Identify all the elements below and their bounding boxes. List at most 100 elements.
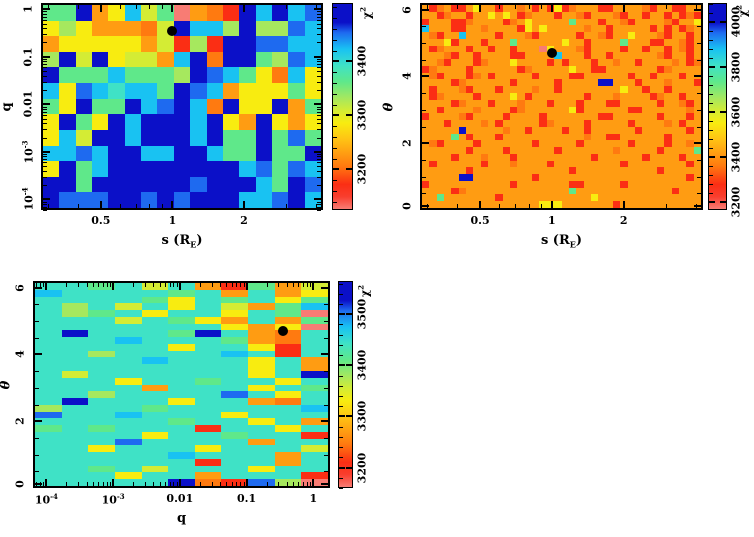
- y-axis-minor-tick: [43, 71, 47, 73]
- heatmap-cell: [678, 180, 687, 188]
- heatmap-cell: [664, 113, 672, 121]
- heatmap-cell: [598, 52, 606, 60]
- heatmap-cell: [649, 147, 657, 154]
- heatmap-cell: [693, 113, 701, 121]
- heatmap-cell: [436, 167, 445, 175]
- heatmap-cell: [92, 67, 109, 84]
- heatmap-cell: [168, 438, 195, 446]
- heatmap-cell: [576, 72, 584, 80]
- heatmap-cell: [124, 114, 142, 130]
- heatmap-cell: [43, 145, 60, 162]
- heatmap-cell: [473, 38, 481, 46]
- heatmap-cell: [274, 310, 302, 317]
- heatmap-cell: [451, 45, 459, 53]
- heatmap-cell: [554, 5, 562, 12]
- heatmap-cell: [444, 18, 452, 26]
- y-axis-minor-tick: [317, 13, 321, 15]
- x-axis-major-tick: [312, 479, 315, 486]
- heatmap-cell: [583, 92, 591, 100]
- heatmap-cell: [61, 452, 89, 459]
- heatmap-cell: [222, 20, 240, 37]
- heatmap-cell: [649, 11, 657, 19]
- heatmap-cell: [488, 147, 496, 154]
- x-axis-minor-tick: [285, 204, 287, 208]
- y-tick-label: 10-3: [21, 140, 36, 163]
- heatmap-cell: [510, 79, 518, 87]
- heatmap-cell: [222, 161, 240, 177]
- heatmap-cell: [444, 180, 452, 188]
- colorbar-minor-tick: [339, 477, 343, 479]
- colorbar-major-tick: [339, 364, 345, 367]
- heatmap-cell: [495, 25, 503, 33]
- heatmap-cell: [221, 370, 249, 378]
- heatmap-cell: [642, 45, 650, 53]
- y-axis-major-tick: [422, 142, 429, 145]
- y-axis-major-tick: [694, 205, 701, 207]
- y-axis-minor-tick: [317, 185, 321, 187]
- heatmap-cell: [141, 418, 169, 426]
- heatmap-cell: [554, 38, 562, 46]
- heatmap-cell: [422, 79, 430, 87]
- heatmap-cell: [656, 147, 665, 154]
- heatmap-cell: [288, 36, 305, 52]
- heatmap-cell: [656, 201, 665, 208]
- heatmap-cell: [141, 36, 158, 52]
- y-tick-label: 0.01: [22, 91, 35, 118]
- heatmap-cell: [517, 72, 525, 80]
- heatmap-cell: [524, 32, 533, 39]
- heatmap-cell: [671, 201, 679, 208]
- heatmap-cell: [480, 86, 489, 93]
- x-axis-minor-tick: [77, 204, 79, 208]
- heatmap-cell: [444, 160, 452, 168]
- heatmap-cell: [480, 147, 489, 154]
- y-axis-minor-tick: [317, 90, 321, 91]
- heatmap-cell: [88, 452, 115, 459]
- heatmap-grid-top-left: [43, 5, 321, 208]
- heatmap-cell: [546, 180, 555, 188]
- heatmap-cell: [539, 45, 547, 53]
- heatmap-cell: [554, 133, 562, 141]
- heatmap-cell: [634, 113, 643, 121]
- heatmap-cell: [422, 126, 430, 134]
- heatmap-cell: [301, 303, 328, 311]
- heatmap-cell: [686, 5, 694, 12]
- heatmap-cell: [466, 86, 474, 93]
- colorbar-major-tick: [333, 60, 339, 63]
- heatmap-cell: [612, 92, 621, 100]
- best-fit-marker-bottom-left: [277, 326, 288, 337]
- heatmap-cell: [627, 113, 635, 121]
- heatmap-cell: [444, 86, 452, 93]
- heatmap-cell: [671, 32, 679, 39]
- heatmap-cell: [59, 51, 76, 68]
- heatmap-cell: [686, 52, 694, 60]
- heatmap-cell: [649, 180, 657, 188]
- heatmap-cell: [274, 472, 302, 480]
- heatmap-cell: [301, 458, 328, 466]
- heatmap-cell: [141, 425, 169, 432]
- heatmap-cell: [304, 51, 321, 68]
- heatmap-cell: [301, 391, 328, 399]
- heatmap-cell: [480, 45, 489, 53]
- heatmap-cell: [598, 72, 606, 80]
- heatmap-cell: [583, 126, 591, 134]
- y-axis-label-text: θ: [0, 380, 14, 389]
- heatmap-cell: [598, 79, 606, 87]
- heatmap-cell: [114, 303, 142, 311]
- heatmap-cell: [495, 99, 503, 107]
- heatmap-cell: [114, 343, 142, 351]
- colorbar-minor-tick: [333, 7, 337, 9]
- heatmap-cell: [612, 25, 621, 33]
- y-axis-minor-tick: [317, 19, 321, 21]
- heatmap-cell: [61, 330, 89, 338]
- heatmap-cell: [194, 283, 222, 290]
- x-axis-minor-tick: [285, 5, 287, 9]
- heatmap-cell: [532, 160, 540, 168]
- heatmap-cell: [429, 160, 437, 168]
- heatmap-cell: [517, 180, 525, 188]
- heatmap-cell: [451, 160, 459, 168]
- heatmap-cell: [598, 167, 606, 175]
- heatmap-cell: [422, 194, 430, 202]
- heatmap-cell: [35, 438, 62, 446]
- heatmap-cell: [568, 180, 577, 188]
- heatmap-cell: [473, 25, 481, 33]
